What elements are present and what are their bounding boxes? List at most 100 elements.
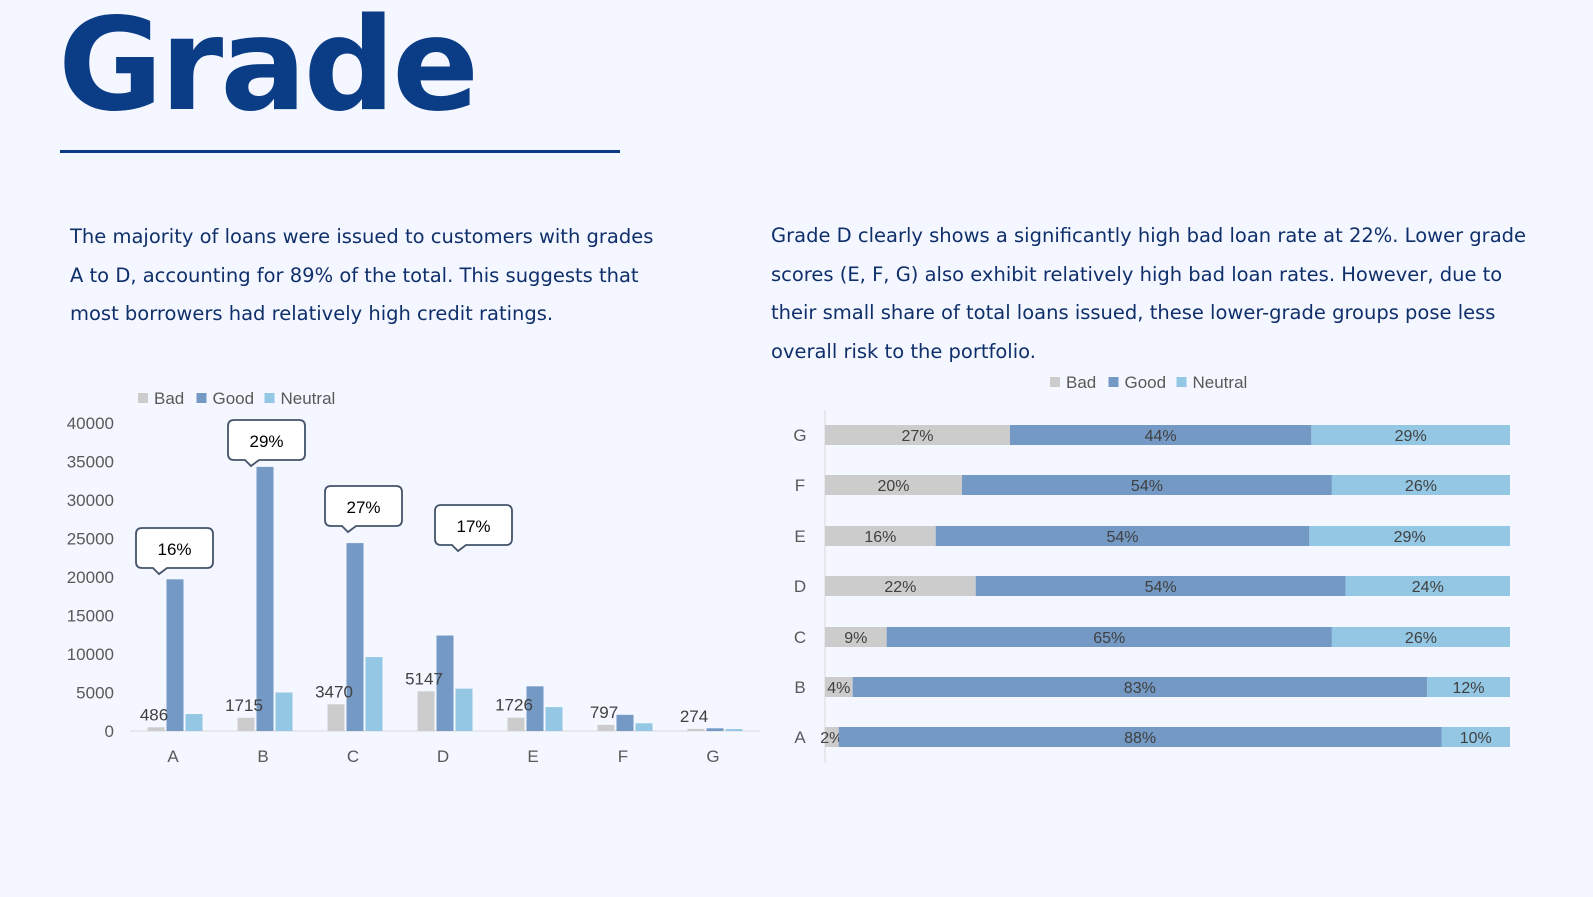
y-tick-label: 40000 [67, 414, 114, 433]
y-tick-label: 30000 [67, 491, 114, 510]
x-tick-label: E [527, 747, 538, 766]
stack-bad-c [825, 627, 887, 647]
stack-label-bad-g: 27% [901, 428, 933, 445]
page-title: Grade [58, 0, 479, 140]
stack-bad-g [825, 425, 1010, 445]
legend-swatch-good [196, 393, 207, 403]
bar-bad-a [147, 727, 165, 731]
stack-label-neutral-g: 29% [1395, 428, 1427, 445]
bar-bad-g [687, 728, 705, 731]
bar-neutral-d [455, 688, 473, 731]
legend2-swatch-bad [1050, 377, 1060, 387]
legend2-swatch-good [1108, 377, 1119, 387]
right-description: Grade D clearly shows a significantly hi… [771, 224, 1527, 363]
stack-label-good-a: 88% [1124, 730, 1156, 747]
callout-label-d: 17% [456, 517, 490, 536]
bar-neutral-g [725, 729, 743, 731]
y-tick-label: 35000 [67, 453, 114, 472]
data-label-bad-b: 1715 [225, 696, 263, 715]
data-label-bad-a: 486 [140, 705, 168, 724]
callout-label-a: 16% [157, 540, 191, 559]
stack-label-neutral-f: 26% [1405, 478, 1437, 495]
bar-bad-d [417, 691, 435, 731]
y-tick-label: 10000 [67, 645, 114, 664]
data-label-bad-e: 1726 [495, 696, 533, 715]
stack-bad-e [825, 526, 936, 546]
stack-neutral-g [1311, 425, 1510, 445]
data-label-bad-f: 797 [590, 703, 618, 722]
bar-neutral-a [185, 714, 203, 731]
stack-bad-f [825, 475, 962, 495]
bar-good-a [166, 579, 184, 731]
stack-label-good-b: 83% [1124, 680, 1156, 697]
stack-label-neutral-e: 29% [1394, 529, 1426, 546]
y-tick-label: 0 [105, 722, 114, 741]
callout-bubble-b [227, 419, 306, 468]
stack-label-bad-d: 22% [884, 579, 916, 596]
bar-neutral-b [275, 692, 293, 731]
bar-bad-b [237, 717, 255, 731]
stack-good-f [962, 475, 1332, 495]
legend-label-good: Good [213, 389, 255, 408]
legend2-label-good: Good [1125, 373, 1167, 392]
callout-bubble-d [434, 504, 513, 553]
stack-neutral-c [1331, 627, 1510, 647]
x-tick-label: G [706, 747, 719, 766]
stack-good-d [975, 576, 1346, 596]
x-tick-label: F [618, 747, 628, 766]
stack-label-neutral-d: 24% [1412, 579, 1444, 596]
y-category-label: A [794, 728, 806, 747]
bar-neutral-f [635, 723, 653, 731]
y-tick-label: 20000 [67, 568, 114, 587]
y-category-label: D [794, 577, 806, 596]
stack-label-bad-a: 2% [820, 730, 843, 747]
y-category-label: G [793, 426, 806, 445]
stack-good-b [852, 677, 1427, 697]
legend2-label-neutral: Neutral [1193, 373, 1248, 392]
stack-neutral-b [1426, 677, 1510, 697]
y-category-label: B [794, 678, 805, 697]
stack-good-e [935, 526, 1310, 546]
stack-neutral-d [1345, 576, 1510, 596]
x-tick-label: B [257, 747, 268, 766]
legend-swatch-neutral [264, 393, 275, 403]
bar-good-c [346, 543, 364, 731]
callout-label-b: 29% [249, 432, 283, 451]
y-tick-label: 15000 [67, 607, 114, 626]
stack-label-bad-b: 4% [827, 680, 850, 697]
stack-bad-a [825, 727, 839, 747]
x-tick-label: D [437, 747, 449, 766]
bar-neutral-c [365, 657, 383, 731]
callout-label-c: 27% [346, 498, 380, 517]
callout-bubble-c [324, 485, 403, 534]
title-underline [60, 150, 620, 153]
stack-neutral-f [1331, 475, 1510, 495]
stack-label-good-c: 65% [1093, 630, 1125, 647]
bar-bad-c [327, 704, 345, 731]
stack-good-a [838, 727, 1442, 747]
stack-neutral-e [1309, 526, 1510, 546]
legend2-label-bad: Bad [1066, 373, 1096, 392]
legend-swatch-bad [138, 393, 148, 403]
stack-good-g [1009, 425, 1312, 445]
stack-neutral-a [1441, 727, 1510, 747]
bar-good-b [256, 466, 274, 731]
x-tick-label: A [167, 747, 179, 766]
y-category-label: C [794, 628, 806, 647]
data-label-bad-c: 3470 [315, 682, 353, 701]
stack-label-bad-e: 16% [864, 529, 896, 546]
y-tick-label: 25000 [67, 530, 114, 549]
bar-good-g [706, 728, 724, 731]
y-category-label: E [794, 527, 805, 546]
stack-label-good-f: 54% [1131, 478, 1163, 495]
bar-bad-e [507, 717, 525, 731]
y-category-label: F [795, 476, 805, 495]
bar-bad-f [597, 724, 615, 731]
bar-good-d [436, 635, 454, 731]
stack-label-bad-c: 9% [844, 630, 867, 647]
stack-label-good-g: 44% [1145, 428, 1177, 445]
x-tick-label: C [347, 747, 359, 766]
left-description: The majority of loans were issued to cus… [70, 225, 654, 325]
stack-label-bad-f: 20% [877, 478, 909, 495]
